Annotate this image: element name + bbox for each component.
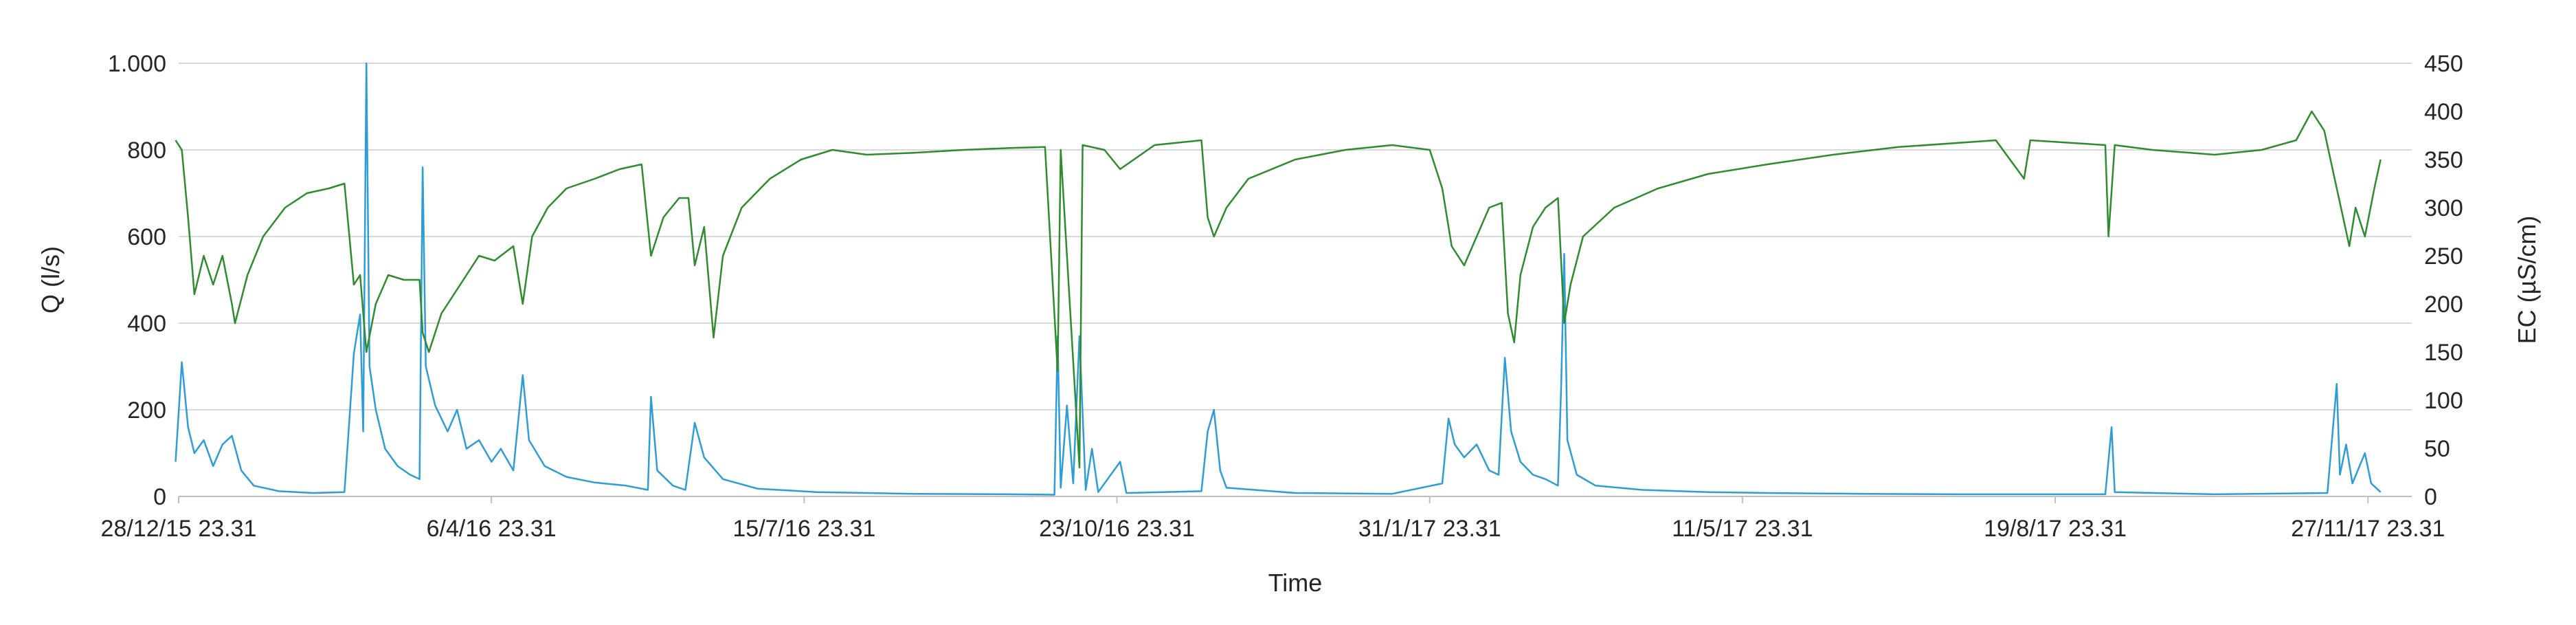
right-tick-label: 350 bbox=[2424, 147, 2463, 173]
left-tick-label: 800 bbox=[127, 138, 166, 164]
x-axis-ticks: 28/12/15 23.31 6/4/16 23.31 15/7/16 23.31 2… bbox=[101, 496, 2445, 542]
right-tick-label: 0 bbox=[2424, 484, 2437, 510]
right-tick-label: 250 bbox=[2424, 243, 2463, 270]
x-tick-label: 11/5/17 23.31 bbox=[1672, 516, 1813, 542]
x-axis-title: Time bbox=[1268, 569, 1323, 597]
x-tick-label: 23/10/16 23.31 bbox=[1039, 516, 1195, 542]
x-tick-label: 15/7/16 23.31 bbox=[732, 516, 875, 542]
ec-series-line bbox=[175, 110, 2382, 469]
right-tick-label: 50 bbox=[2424, 436, 2450, 462]
x-tick-label: 28/12/15 23.31 bbox=[101, 516, 257, 542]
x-tick-label: 6/4/16 23.31 bbox=[427, 516, 557, 542]
right-tick-label: 300 bbox=[2424, 195, 2463, 221]
right-tick-label: 400 bbox=[2424, 99, 2463, 125]
left-tick-label: 600 bbox=[127, 224, 166, 250]
discharge-series-line bbox=[175, 62, 2382, 496]
right-tick-label: 200 bbox=[2424, 292, 2463, 318]
right-tick-label: 150 bbox=[2424, 340, 2463, 366]
left-tick-label: 1.000 bbox=[108, 51, 166, 77]
gridlines bbox=[179, 63, 2412, 497]
series-layer bbox=[175, 62, 2382, 496]
right-axis-title: EC (µS/cm) bbox=[2513, 216, 2541, 344]
left-axis-ticks: 0 200 400 600 800 1.000 bbox=[108, 51, 166, 510]
right-tick-label: 100 bbox=[2424, 388, 2463, 414]
right-axis-ticks: 0 50 100 150 200 250 300 350 400 450 bbox=[2424, 51, 2463, 510]
left-tick-label: 200 bbox=[127, 397, 166, 424]
left-tick-label: 400 bbox=[127, 311, 166, 337]
left-tick-label: 0 bbox=[153, 484, 166, 510]
left-axis-title: Q (l/s) bbox=[36, 246, 65, 314]
x-tick-label: 31/1/17 23.31 bbox=[1358, 516, 1501, 542]
x-tick-label: 19/8/17 23.31 bbox=[1984, 516, 2127, 542]
right-tick-label: 450 bbox=[2424, 51, 2463, 77]
x-tick-label: 27/11/17 23.31 bbox=[2291, 516, 2445, 542]
